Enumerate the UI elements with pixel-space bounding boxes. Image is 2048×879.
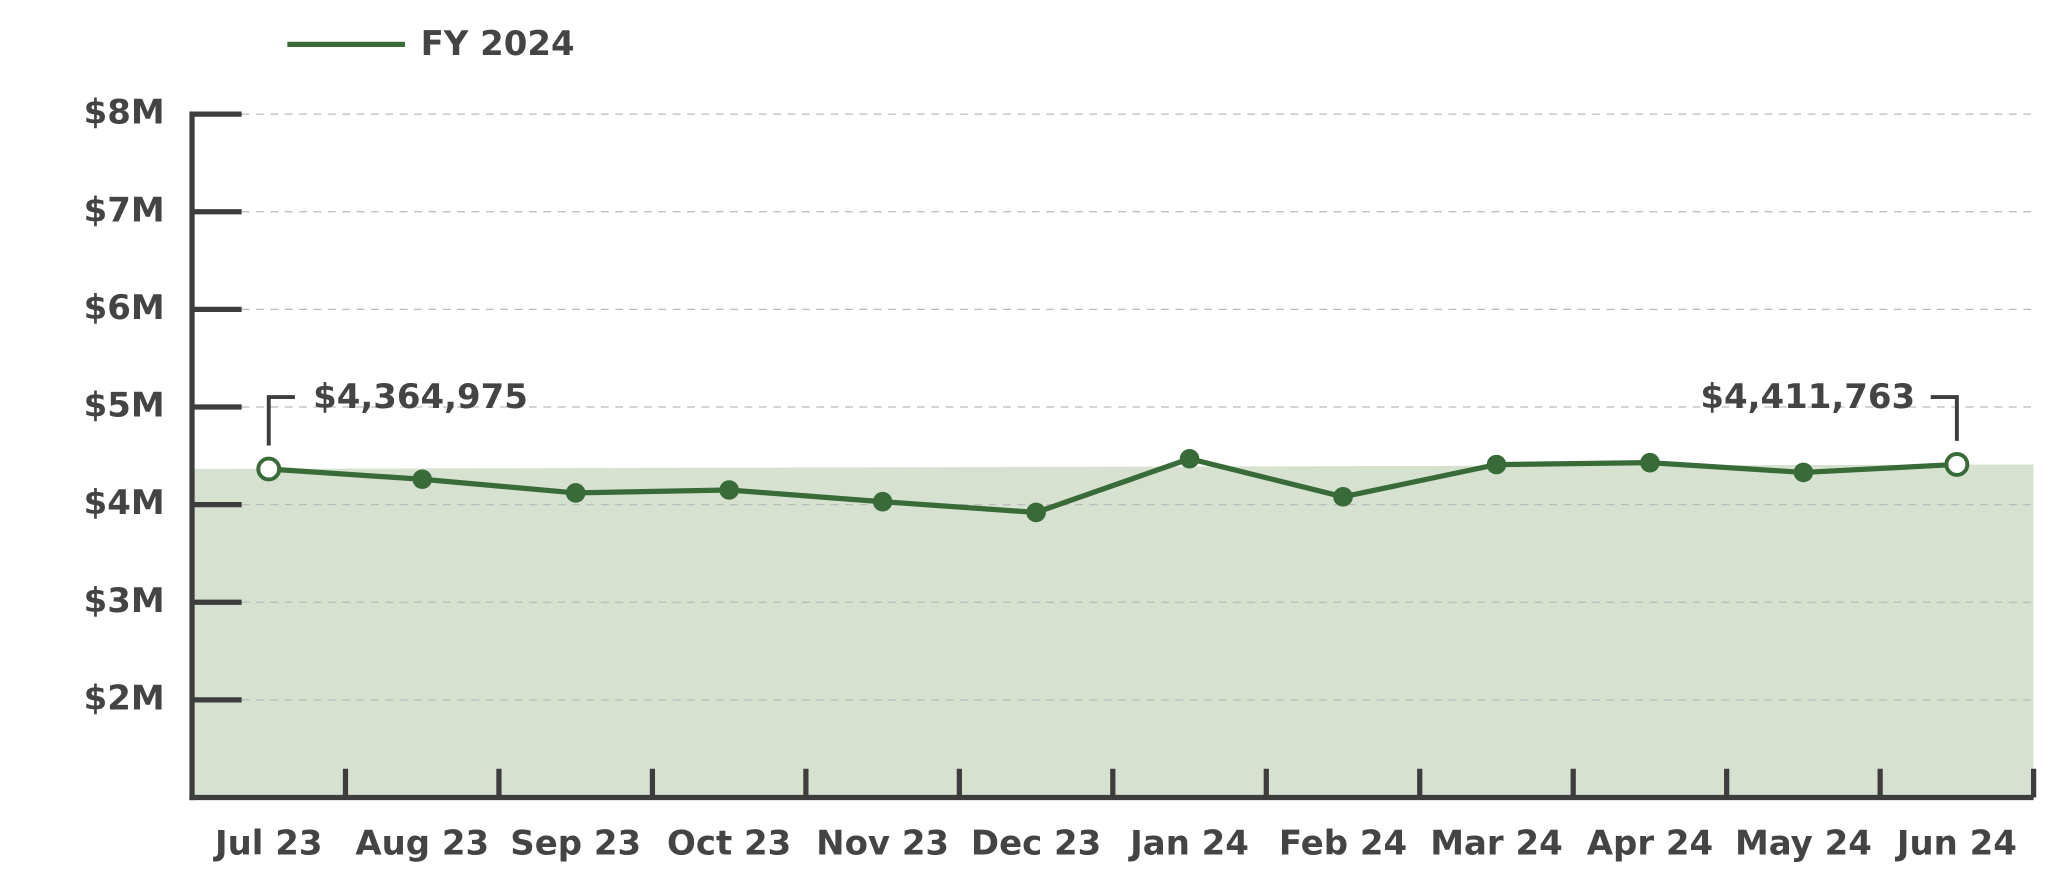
- x-tick-label: Feb 24: [1279, 824, 1407, 864]
- x-tick-label: Dec 23: [971, 824, 1101, 864]
- y-tick-label: $6M: [84, 288, 165, 328]
- value-label: $4,411,763: [1700, 377, 1915, 417]
- x-tick-label: May 24: [1735, 824, 1872, 864]
- x-tick-label: Mar 24: [1430, 824, 1562, 864]
- value-label: $4,364,975: [313, 377, 528, 417]
- y-tick-label: $4M: [84, 483, 165, 523]
- y-tick-label: $8M: [84, 93, 165, 133]
- point: [1333, 487, 1353, 507]
- series-line: [268, 456, 1958, 516]
- point: [565, 483, 586, 503]
- x-tick-label: Jul 23: [213, 824, 322, 864]
- y-tick-label: $2M: [84, 678, 165, 718]
- annotation-bracket: [266, 395, 295, 446]
- x-tick-label: Sep 23: [510, 824, 641, 864]
- x-tick-label: Apr 24: [1587, 824, 1713, 864]
- point: [1793, 462, 1814, 483]
- x-tick-label: Jan 24: [1128, 824, 1249, 864]
- point: [1944, 452, 1970, 477]
- x-tick-label: Aug 23: [355, 824, 489, 864]
- x-tick-label: Jun 24: [1895, 824, 2017, 864]
- point: [256, 456, 282, 482]
- point: [1640, 452, 1660, 473]
- area-band: [192, 464, 2034, 798]
- point: [1026, 502, 1046, 523]
- legend-label: FY 2024: [421, 24, 575, 64]
- point: [872, 491, 893, 512]
- x-tick-label: Nov 23: [816, 824, 949, 864]
- point: [412, 469, 433, 490]
- y-tick-label: $7M: [84, 190, 165, 230]
- point: [719, 480, 739, 500]
- point: [1179, 448, 1200, 469]
- y-tick-label: $3M: [84, 581, 165, 621]
- point: [1486, 454, 1507, 475]
- x-tick-label: Oct 23: [667, 824, 791, 864]
- annotation-bracket: [1930, 395, 1959, 441]
- y-tick-label: $5M: [84, 386, 165, 426]
